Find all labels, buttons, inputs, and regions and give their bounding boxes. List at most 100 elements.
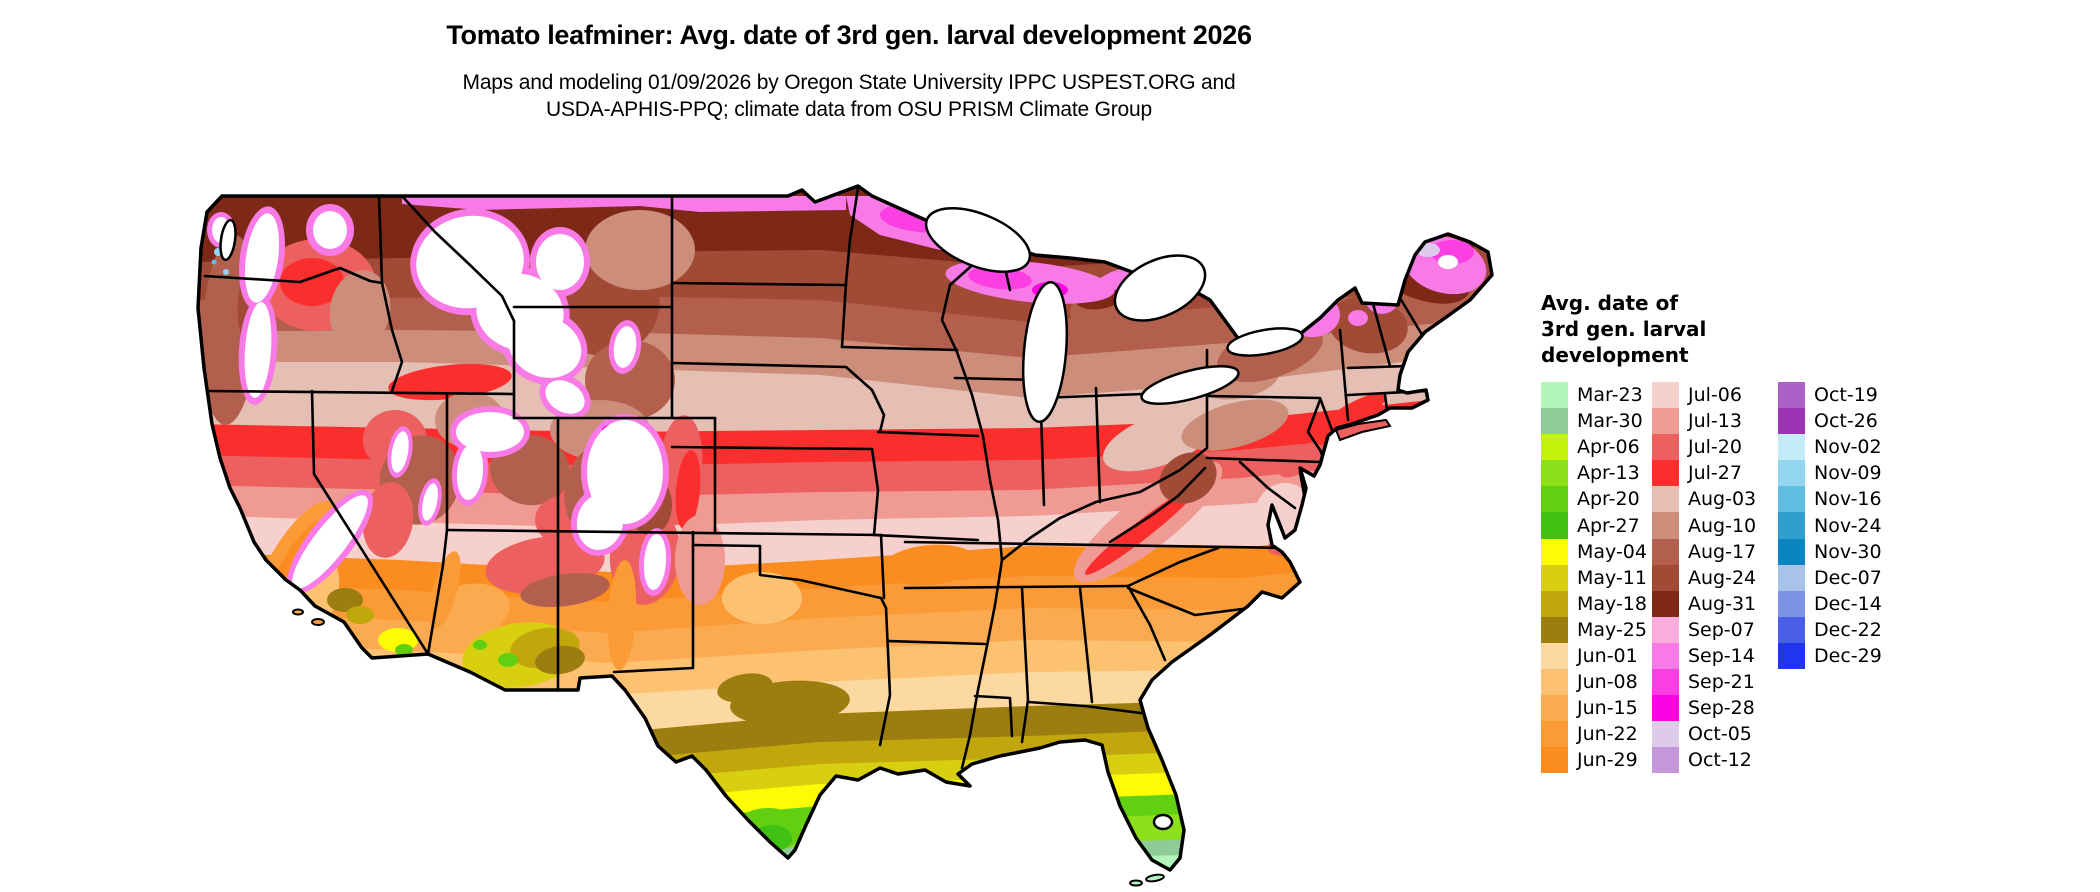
- legend-label: Jul-20: [1688, 436, 1742, 459]
- legend-label: Jun-15: [1577, 697, 1638, 720]
- legend-label: Aug-03: [1688, 488, 1757, 511]
- us-outline: [196, 184, 1494, 872]
- legend-swatch: [1652, 382, 1679, 409]
- legend-label: Nov-16: [1814, 488, 1882, 511]
- legend-swatch: [1652, 695, 1679, 722]
- legend-swatch: [1778, 564, 1805, 591]
- legend-entry: Oct-19: [1778, 382, 1882, 409]
- legend-label: Sep-14: [1688, 644, 1755, 667]
- legend-entry: Jun-22: [1541, 721, 1652, 748]
- lake-michigan: [1021, 280, 1069, 424]
- legend-entry: Jun-01: [1541, 642, 1652, 670]
- legend-swatch: [1652, 747, 1679, 774]
- legend-label: Nov-09: [1814, 462, 1882, 485]
- legend-entry: Jun-08: [1541, 669, 1652, 696]
- legend-entry: Jun-15: [1541, 695, 1652, 722]
- legend-swatch: [1652, 460, 1679, 487]
- legend-swatch: [1541, 747, 1568, 774]
- legend-label: Nov-02: [1814, 436, 1882, 459]
- legend-entry: May-11: [1541, 564, 1652, 591]
- legend-column: Jul-06 Jul-13 Jul-20 Jul-27 Aug-03 Aug-10 Aug-…: [1652, 382, 1778, 774]
- legend-swatch: [1778, 434, 1805, 461]
- legend-swatch: [1652, 486, 1679, 513]
- legend-label: Sep-07: [1688, 618, 1755, 641]
- legend-swatch: [1541, 434, 1568, 461]
- legend-swatch: [1652, 721, 1679, 748]
- legend-swatch: [1778, 538, 1805, 565]
- legend-entry: Mar-23: [1541, 382, 1652, 409]
- channel-island-2: [292, 608, 304, 616]
- florida-keys: [1145, 873, 1165, 883]
- legend-swatch: [1541, 382, 1568, 409]
- legend-swatch: [1778, 642, 1805, 670]
- legend-swatch: [1541, 669, 1568, 696]
- legend-entry: Jul-27: [1652, 460, 1778, 487]
- legend-label: Dec-22: [1814, 618, 1882, 641]
- legend-entry: Apr-20: [1541, 486, 1652, 513]
- legend-entry: Sep-28: [1652, 695, 1778, 722]
- channel-island: [311, 618, 325, 626]
- legend-entry: Nov-02: [1778, 434, 1882, 461]
- legend-entry: Apr-13: [1541, 460, 1652, 487]
- legend-entry: Sep-14: [1652, 642, 1778, 670]
- great-lakes: [219, 207, 1304, 831]
- legend-entry: Nov-16: [1778, 486, 1882, 513]
- puget-sound: [219, 218, 237, 262]
- lake-erie: [1140, 365, 1240, 405]
- legend-swatch: [1652, 512, 1679, 539]
- legend-label: Apr-06: [1577, 436, 1640, 459]
- legend-entry: Aug-24: [1652, 564, 1778, 591]
- legend-label: Apr-13: [1577, 462, 1640, 485]
- legend-entry: Nov-30: [1778, 538, 1882, 565]
- legend-entry: Jul-20: [1652, 434, 1778, 461]
- legend-label: Nov-24: [1814, 514, 1882, 537]
- legend-label: May-25: [1577, 618, 1647, 641]
- florida-keys-2: [1129, 879, 1143, 887]
- legend-label: Aug-31: [1688, 592, 1757, 615]
- legend-swatch: [1652, 434, 1679, 461]
- legend-label: Dec-29: [1814, 644, 1882, 667]
- legend-label: Jun-29: [1577, 749, 1638, 772]
- legend-entry: Apr-27: [1541, 512, 1652, 539]
- legend-swatch: [1541, 721, 1568, 748]
- legend-label: Mar-30: [1577, 410, 1643, 433]
- legend-swatch: [1541, 460, 1568, 487]
- legend-label: Mar-23: [1577, 384, 1643, 407]
- legend-column: Mar-23 Mar-30 Apr-06 Apr-13 Apr-20 Apr-27 May-…: [1541, 382, 1652, 774]
- legend-entry: Oct-12: [1652, 747, 1778, 774]
- legend-swatch: [1541, 695, 1568, 722]
- legend-swatch: [1541, 408, 1568, 435]
- legend-entry: Oct-26: [1778, 408, 1882, 435]
- legend-swatch: [1652, 642, 1679, 670]
- islands: [292, 418, 1392, 887]
- legend-entry: Dec-14: [1778, 590, 1882, 617]
- subtitle-line-2: USDA-APHIS-PPQ; climate data from OSU PR…: [546, 98, 1152, 121]
- legend-swatch: [1778, 590, 1805, 617]
- legend-entry: Sep-07: [1652, 616, 1778, 643]
- legend-entry: Aug-31: [1652, 590, 1778, 617]
- page-title: Tomato leafminer: Avg. date of 3rd gen. …: [446, 20, 1252, 50]
- legend-label: Sep-28: [1688, 697, 1755, 720]
- legend-entry: May-18: [1541, 590, 1652, 617]
- legend-swatch: [1652, 616, 1679, 643]
- legend-label: Dec-14: [1814, 592, 1882, 615]
- legend-swatch: [1541, 538, 1568, 565]
- legend-column: Oct-19 Oct-26 Nov-02 Nov-09 Nov-16 Nov-24 Nov-…: [1778, 382, 1882, 670]
- legend-entry: Aug-03: [1652, 486, 1778, 513]
- legend-swatch: [1652, 408, 1679, 435]
- legend-label: May-18: [1577, 592, 1647, 615]
- legend-swatch: [1778, 408, 1805, 435]
- legend-entry: Sep-21: [1652, 669, 1778, 696]
- legend-entry: Nov-09: [1778, 460, 1882, 487]
- legend-label: Jun-22: [1577, 723, 1638, 746]
- legend-label: Dec-07: [1814, 566, 1882, 589]
- legend-swatch: [1652, 669, 1679, 696]
- legend-label: Aug-17: [1688, 540, 1757, 563]
- legend-swatch: [1652, 590, 1679, 617]
- lake-superior: [924, 207, 1032, 273]
- legend-swatch: [1652, 564, 1679, 591]
- legend-entry: Dec-07: [1778, 564, 1882, 591]
- legend-swatch: [1778, 486, 1805, 513]
- legend-swatch: [1652, 538, 1679, 565]
